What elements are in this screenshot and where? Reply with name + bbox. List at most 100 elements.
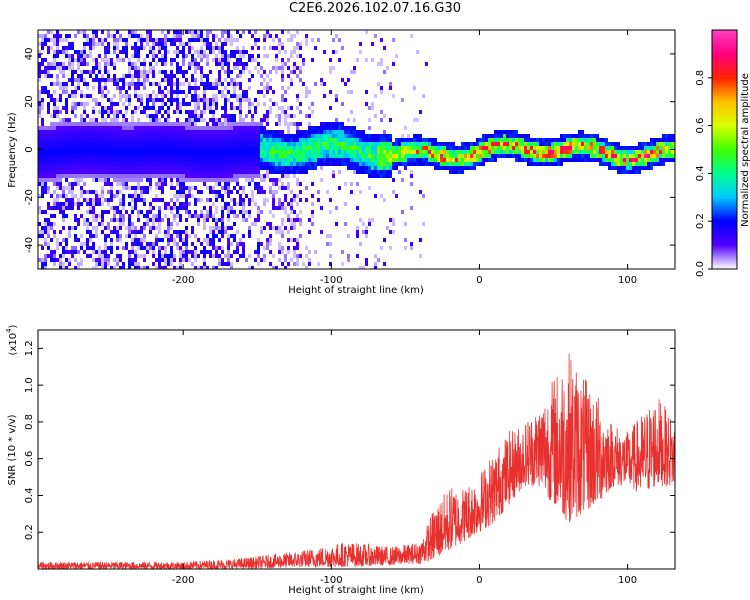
spectrogram-cell <box>140 150 143 154</box>
spectrogram-cell <box>299 234 302 238</box>
spectrogram-cell <box>302 170 305 174</box>
spectrogram-cell <box>599 150 602 154</box>
spectrogram-cell <box>176 126 179 130</box>
spectrogram-cell <box>389 162 392 166</box>
spectrogram-cell <box>164 170 167 174</box>
spectrogram-cell <box>44 90 47 94</box>
spectrogram-cell <box>656 138 659 142</box>
spectrogram-cell <box>422 154 425 158</box>
spectrogram-cell <box>143 70 146 74</box>
spectrogram-cell <box>440 166 443 170</box>
spectrogram-cell <box>80 186 83 190</box>
spectrogram-cell <box>176 170 179 174</box>
spectrogram-cell <box>332 146 335 150</box>
spectrogram-cell <box>305 186 308 190</box>
spectrogram-cell <box>152 218 155 222</box>
spectrogram-cell <box>557 146 560 150</box>
y-tick-label: 0.4 <box>24 488 35 504</box>
spectrogram-cell <box>614 162 617 166</box>
spectrogram-cell <box>542 138 545 142</box>
spectrogram-cell <box>290 50 293 54</box>
spectrogram-cell <box>224 118 227 122</box>
spectrogram-cell <box>311 38 314 42</box>
spectrogram-cell <box>278 154 281 158</box>
spectrogram-cell <box>257 214 260 218</box>
spectrogram-cell <box>92 34 95 38</box>
spectrogram-cell <box>263 134 266 138</box>
spectrogram-cell <box>74 50 77 54</box>
spectrogram-cell <box>215 166 218 170</box>
spectrogram-cell <box>161 122 164 126</box>
spectrogram-cell <box>56 50 59 54</box>
spectrogram-cell <box>524 158 527 162</box>
spectrogram-cell <box>47 150 50 154</box>
spectrogram-cell <box>119 238 122 242</box>
spectrogram-cell <box>269 130 272 134</box>
spectrogram-cell <box>92 122 95 126</box>
spectrogram-cell <box>128 166 131 170</box>
spectrogram-cell <box>494 158 497 162</box>
spectrogram-cell <box>617 166 620 170</box>
spectrogram-cell <box>308 262 311 266</box>
spectrogram-cell <box>215 46 218 50</box>
spectrogram-cell <box>164 34 167 38</box>
spectrogram-cell <box>113 138 116 142</box>
spectrogram-cell <box>41 262 44 266</box>
spectrogram-cell <box>83 106 86 110</box>
spectrogram-cell <box>152 106 155 110</box>
spectrogram-cell <box>44 242 47 246</box>
spectrogram-cell <box>431 150 434 154</box>
spectrogram-cell <box>191 250 194 254</box>
spectrogram-cell <box>104 174 107 178</box>
spectrogram-cell <box>323 142 326 146</box>
spectrogram-cell <box>203 246 206 250</box>
spectrogram-cell <box>275 146 278 150</box>
spectrogram-cell <box>209 150 212 154</box>
spectrogram-cell <box>329 58 332 62</box>
spectrogram-cell <box>287 150 290 154</box>
spectrogram-cell <box>74 134 77 138</box>
spectrogram-cell <box>164 46 167 50</box>
spectrogram-cell <box>113 206 116 210</box>
spectrogram-cell <box>62 214 65 218</box>
spectrogram-cell <box>374 262 377 266</box>
spectrogram-cell <box>53 174 56 178</box>
spectrogram-cell <box>83 134 86 138</box>
spectrogram-cell <box>191 126 194 130</box>
spectrogram-cell <box>635 170 638 174</box>
spectrogram-cell <box>98 162 101 166</box>
spectrogram-cell <box>206 146 209 150</box>
spectrogram-cell <box>248 158 251 162</box>
spectrogram-cell <box>278 230 281 234</box>
spectrogram-cell <box>89 246 92 250</box>
spectrogram-cell <box>263 114 266 118</box>
spectrogram-cell <box>179 266 182 269</box>
spectrogram-cell <box>71 226 74 230</box>
spectrogram-cell <box>536 154 539 158</box>
spectrogram-cell <box>164 126 167 130</box>
spectrogram-cell <box>599 154 602 158</box>
spectrogram-cell <box>515 130 518 134</box>
spectrogram-cell <box>176 190 179 194</box>
spectrogram-cell <box>659 162 662 166</box>
spectrogram-cell <box>269 138 272 142</box>
spectrogram-cell <box>350 158 353 162</box>
spectrogram-cell <box>554 158 557 162</box>
spectrogram-cell <box>599 138 602 142</box>
spectrogram-cell <box>584 158 587 162</box>
spectrogram-cell <box>263 46 266 50</box>
spectrogram-cell <box>626 154 629 158</box>
spectrogram-cell <box>191 142 194 146</box>
spectrogram-cell <box>269 166 272 170</box>
spectrogram-cell <box>134 54 137 58</box>
spectrogram-cell <box>185 102 188 106</box>
spectrogram-cell <box>149 230 152 234</box>
spectrogram-cell <box>248 162 251 166</box>
spectrogram-cell <box>74 194 77 198</box>
spectrogram-cell <box>248 166 251 170</box>
spectrogram-cell <box>656 162 659 166</box>
spectrogram-cell <box>185 138 188 142</box>
spectrogram-cell <box>233 90 236 94</box>
spectrogram-cell <box>104 182 107 186</box>
spectrogram-cell <box>224 262 227 266</box>
